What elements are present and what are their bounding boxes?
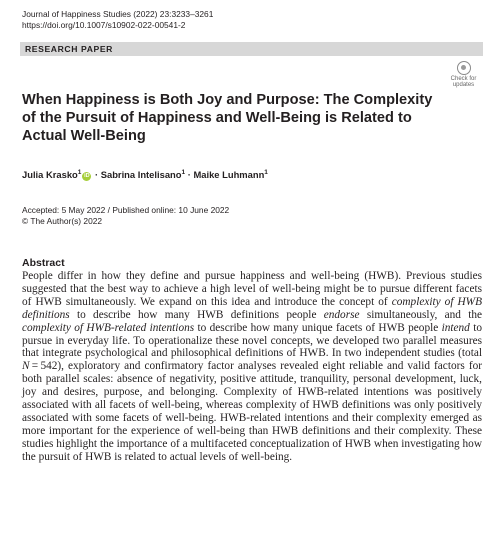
journal-citation: Journal of Happiness Studies (2022) 23:3… — [22, 9, 214, 19]
abstract-emphasis: complexity of HWB-related intentions — [22, 321, 195, 334]
abstract-segment: to pursue in everyday life. To operation… — [22, 321, 482, 360]
abstract-text: People differ in how they define and pur… — [22, 270, 482, 464]
author-affiliation-marker: 1 — [181, 169, 186, 176]
abstract-emphasis: intend — [441, 321, 470, 334]
abstract-segment: to describe how many HWB definitions peo… — [69, 308, 324, 321]
publication-dates: Accepted: 5 May 2022 / Published online:… — [22, 205, 230, 215]
abstract-segment: = 542), exploratory and confirmatory fac… — [22, 360, 482, 463]
abstract-emphasis: complexity of HWB definitions — [22, 295, 482, 321]
abstract-emphasis: endorse — [323, 308, 360, 321]
author-list: Julia Krasko1iD · Sabrina Intelisano1 · … — [22, 169, 268, 182]
abstract-emphasis: N — [22, 360, 30, 373]
article-type-banner: RESEARCH PAPER — [20, 42, 483, 56]
author-separator: · — [92, 169, 101, 181]
abstract-heading: Abstract — [22, 257, 65, 269]
abstract-segment: to describe how many unique facets of HW… — [194, 321, 442, 334]
article-title: When Happiness is Both Joy and Purpose: … — [22, 92, 433, 144]
orcid-icon[interactable]: iD — [82, 172, 92, 182]
author-affiliation-marker: 1 — [264, 169, 268, 176]
doi-link[interactable]: https://doi.org/10.1007/s10902-022-00541… — [22, 20, 186, 30]
author-affiliation-marker: 1 — [77, 169, 82, 176]
abstract-segment: simultaneously, and the — [359, 308, 482, 321]
copyright-notice: © The Author(s) 2022 — [22, 216, 103, 226]
author-name[interactable]: Maike Luhmann — [193, 169, 265, 181]
check-for-updates-icon — [456, 61, 471, 75]
check-for-updates-label: Check for updates — [450, 76, 477, 89]
check-for-updates-badge[interactable]: Check for updates — [445, 61, 482, 89]
author-name[interactable]: Julia Krasko — [22, 169, 78, 181]
author-separator: · — [185, 169, 194, 181]
author-name[interactable]: Sabrina Intelisano — [100, 169, 182, 181]
abstract-segment: People differ in how they define and pur… — [22, 270, 482, 308]
